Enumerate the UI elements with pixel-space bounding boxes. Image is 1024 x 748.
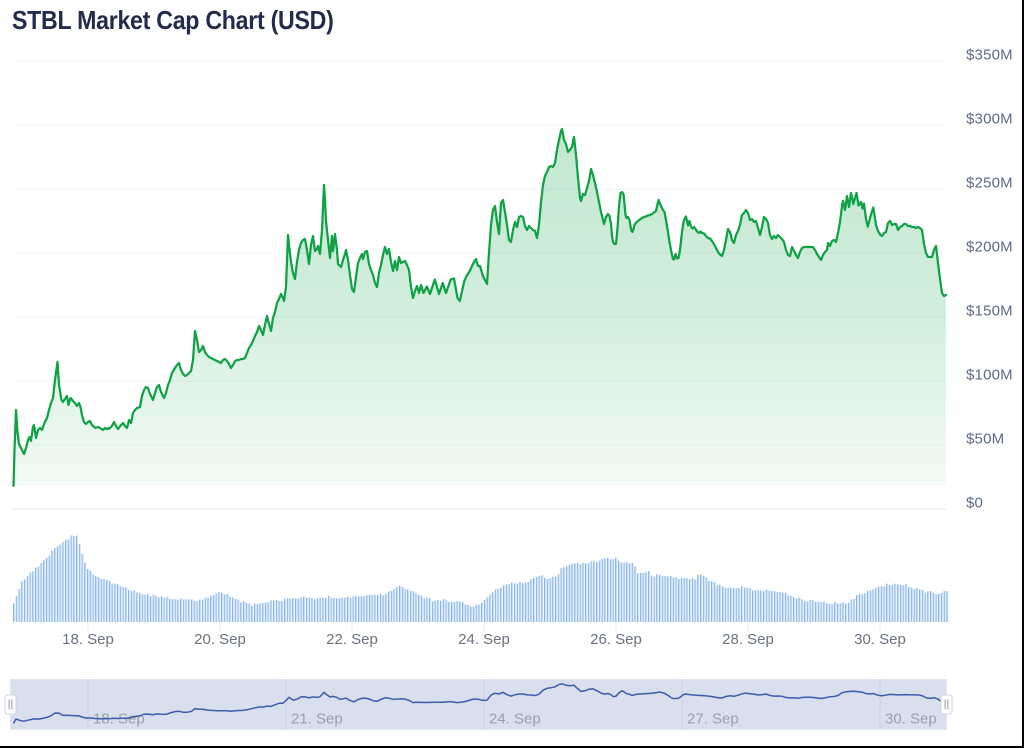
svg-text:20. Sep: 20. Sep [194, 631, 246, 648]
svg-text:$0: $0 [966, 495, 983, 512]
svg-text:$350M: $350M [966, 47, 1013, 64]
svg-text:30. Sep: 30. Sep [854, 631, 906, 648]
svg-text:$200M: $200M [966, 239, 1013, 256]
svg-text:30. Sep: 30. Sep [885, 711, 937, 728]
svg-text:$100M: $100M [966, 367, 1013, 384]
svg-text:$50M: $50M [966, 431, 1004, 448]
svg-text:$300M: $300M [966, 111, 1013, 128]
svg-text:$150M: $150M [966, 303, 1013, 320]
svg-text:26. Sep: 26. Sep [590, 631, 642, 648]
svg-text:24. Sep: 24. Sep [458, 631, 510, 648]
svg-text:$250M: $250M [966, 175, 1013, 192]
svg-text:24. Sep: 24. Sep [489, 711, 541, 728]
svg-text:22. Sep: 22. Sep [326, 631, 378, 648]
svg-text:21. Sep: 21. Sep [291, 711, 343, 728]
svg-text:27. Sep: 27. Sep [687, 711, 739, 728]
svg-text:28. Sep: 28. Sep [722, 631, 774, 648]
svg-text:18. Sep: 18. Sep [62, 631, 114, 648]
